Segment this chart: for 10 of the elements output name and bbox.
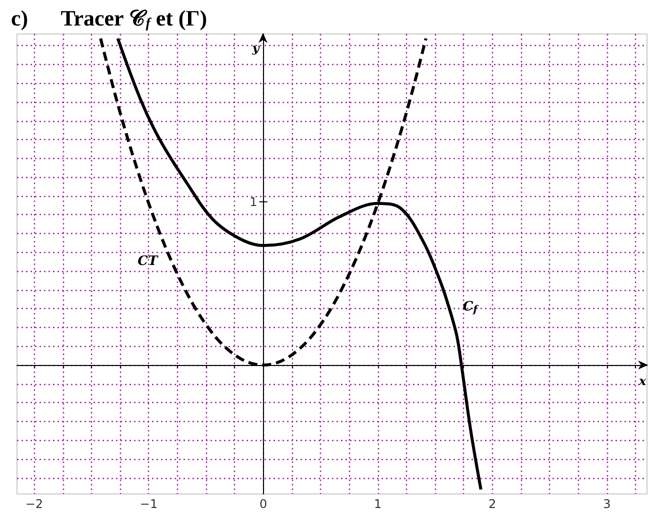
series-label: CT bbox=[138, 254, 159, 270]
x-tick-label: 0 bbox=[259, 497, 268, 511]
x-tick-label: −1 bbox=[140, 497, 158, 511]
x-tick-label: 3 bbox=[603, 497, 611, 511]
x-tick-label: 1 bbox=[374, 497, 382, 511]
x-tick-label: 2 bbox=[488, 497, 496, 511]
x-tick-label: −2 bbox=[25, 497, 44, 511]
annotation: 1 bbox=[250, 194, 258, 209]
x-axis-title: x bbox=[638, 374, 647, 388]
y-axis-title: y bbox=[251, 41, 260, 55]
